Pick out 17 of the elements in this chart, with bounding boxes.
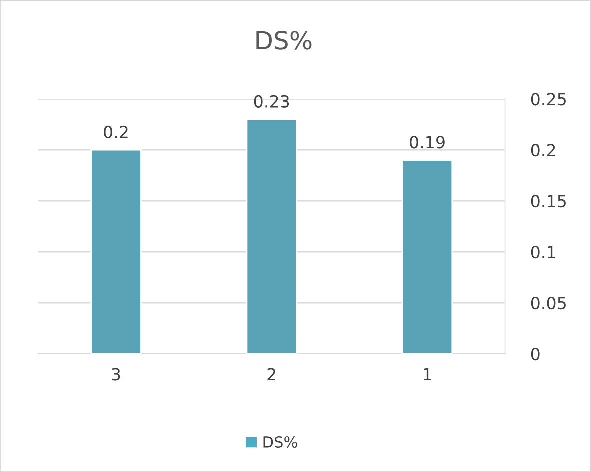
bar	[402, 160, 454, 354]
data-label: 0.2	[104, 126, 128, 139]
legend-label: DS%	[264, 436, 298, 448]
x-tick-label: 3	[112, 368, 120, 381]
x-tick-label: 1	[424, 368, 432, 381]
x-tick-label: 2	[268, 368, 276, 381]
bar	[246, 118, 298, 354]
y-tick-label: 0.15	[531, 195, 566, 208]
bar	[90, 149, 142, 354]
y-tick-label: 0.2	[531, 144, 556, 157]
y-tick-label: 0.25	[531, 93, 566, 106]
y-tick-label: 0.1	[531, 246, 556, 259]
y-tick-label: 0	[531, 348, 540, 361]
data-label: 0.23	[254, 95, 290, 108]
data-label: 0.19	[410, 136, 445, 149]
y-tick-label: 0.05	[531, 296, 566, 310]
chart-title: DS%	[256, 31, 312, 50]
